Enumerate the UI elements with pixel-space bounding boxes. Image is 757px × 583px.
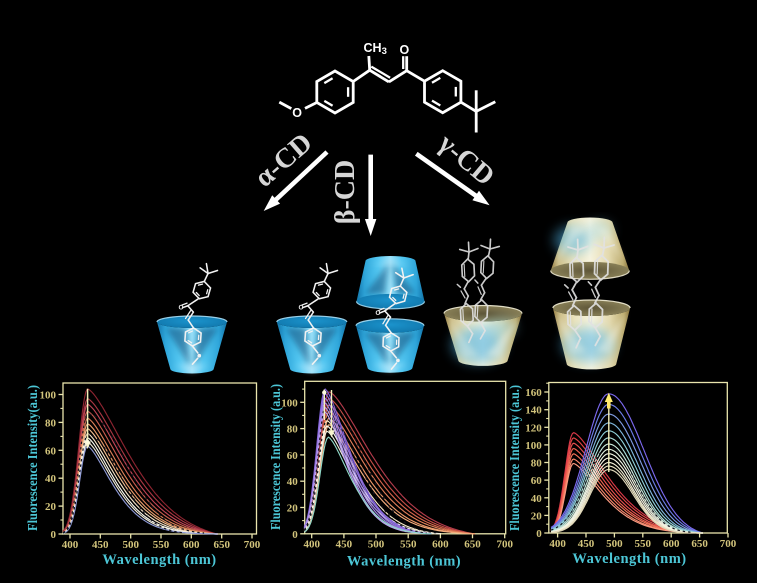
svg-text:Wavelength (nm): Wavelength (nm): [102, 552, 216, 568]
svg-text:500: 500: [606, 538, 623, 550]
svg-text:40: 40: [531, 493, 543, 505]
svg-text:650: 650: [691, 538, 708, 550]
svg-text:40: 40: [287, 476, 299, 488]
svg-text:β-CD: β-CD: [330, 160, 361, 225]
svg-text:60: 60: [287, 450, 299, 462]
svg-text:Wavelength (nm): Wavelength (nm): [572, 551, 686, 567]
svg-text:0: 0: [292, 529, 298, 541]
svg-text:600: 600: [183, 539, 200, 551]
svg-text:400: 400: [62, 539, 79, 551]
svg-text:550: 550: [635, 538, 652, 550]
svg-text:600: 600: [432, 539, 449, 551]
svg-text:20: 20: [287, 503, 299, 515]
svg-text:450: 450: [336, 539, 353, 551]
svg-text:O: O: [400, 43, 410, 57]
svg-text:O: O: [298, 304, 303, 311]
svg-text:100: 100: [40, 390, 57, 402]
svg-text:20: 20: [45, 501, 57, 513]
svg-text:80: 80: [531, 458, 543, 470]
svg-text:0: 0: [51, 529, 57, 541]
svg-text:Fluorescence Intensity(a.u.): Fluorescence Intensity(a.u.): [26, 385, 41, 531]
svg-text:650: 650: [213, 539, 230, 551]
svg-text:700: 700: [720, 538, 737, 550]
svg-text:500: 500: [122, 539, 139, 551]
svg-text:450: 450: [92, 539, 109, 551]
svg-text:400: 400: [549, 538, 566, 550]
svg-text:100: 100: [525, 440, 542, 452]
svg-text:700: 700: [496, 539, 513, 551]
svg-text:O: O: [178, 304, 183, 311]
svg-text:550: 550: [400, 539, 417, 551]
svg-text:80: 80: [45, 417, 57, 429]
svg-text:160: 160: [525, 387, 542, 399]
svg-text:O: O: [375, 310, 380, 317]
svg-text:500: 500: [368, 539, 385, 551]
svg-text:20: 20: [531, 510, 543, 522]
svg-text:Wavelength (nm): Wavelength (nm): [347, 554, 461, 570]
svg-text:60: 60: [45, 445, 57, 457]
svg-text:450: 450: [578, 538, 595, 550]
svg-text:Fluorescence Intensity (a.u.): Fluorescence Intensity (a.u.): [269, 384, 284, 530]
svg-text:400: 400: [303, 539, 320, 551]
svg-text:140: 140: [525, 405, 542, 417]
svg-text:700: 700: [244, 539, 261, 551]
svg-text:600: 600: [663, 538, 680, 550]
svg-text:100: 100: [281, 397, 298, 409]
svg-text:Fluorescence Intensity (a.u.): Fluorescence Intensity (a.u.): [508, 385, 523, 531]
svg-text:CH3: CH3: [364, 41, 387, 57]
svg-text:120: 120: [525, 422, 542, 434]
svg-text:O: O: [292, 106, 302, 120]
svg-text:80: 80: [287, 424, 299, 436]
svg-text:550: 550: [153, 539, 170, 551]
svg-text:60: 60: [531, 475, 543, 487]
svg-text:650: 650: [464, 539, 481, 551]
svg-text:0: 0: [536, 528, 542, 540]
svg-text:40: 40: [45, 473, 57, 485]
